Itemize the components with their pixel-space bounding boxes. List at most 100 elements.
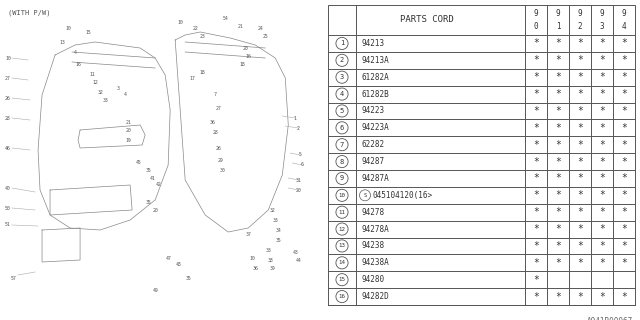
Text: 13: 13	[339, 244, 346, 248]
Text: 27: 27	[5, 76, 11, 81]
Text: 37: 37	[245, 233, 251, 237]
Text: 26: 26	[5, 95, 11, 100]
Text: 3: 3	[600, 22, 604, 31]
Text: 2: 2	[297, 125, 300, 131]
Text: 7: 7	[340, 142, 344, 148]
Text: *: *	[621, 207, 627, 217]
Text: *: *	[599, 140, 605, 150]
Text: 31: 31	[296, 178, 301, 182]
Text: 3: 3	[340, 74, 344, 80]
Text: 42: 42	[156, 182, 161, 188]
Text: *: *	[555, 173, 561, 183]
Text: 41: 41	[149, 175, 155, 180]
Text: 10: 10	[5, 55, 11, 60]
Text: 9: 9	[621, 10, 627, 19]
Text: *: *	[533, 241, 539, 251]
Text: *: *	[555, 241, 561, 251]
Text: 94223A: 94223A	[362, 123, 390, 132]
Text: 20: 20	[296, 188, 301, 193]
Text: *: *	[577, 38, 583, 48]
Text: *: *	[577, 173, 583, 183]
Text: 28: 28	[212, 130, 218, 134]
Text: 94282D: 94282D	[362, 292, 390, 301]
Text: 15: 15	[339, 277, 346, 282]
Text: *: *	[599, 106, 605, 116]
Text: 6: 6	[301, 163, 304, 167]
Text: *: *	[533, 173, 539, 183]
Text: *: *	[599, 156, 605, 167]
Text: 47: 47	[165, 255, 171, 260]
Text: *: *	[533, 89, 539, 99]
Text: 4: 4	[621, 22, 627, 31]
Text: *: *	[555, 106, 561, 116]
Text: *: *	[599, 207, 605, 217]
Text: *: *	[621, 89, 627, 99]
Text: 51: 51	[5, 222, 11, 228]
Text: 13: 13	[59, 39, 65, 44]
Text: 2: 2	[340, 57, 344, 63]
Text: *: *	[621, 241, 627, 251]
Text: *: *	[621, 258, 627, 268]
Text: *: *	[577, 241, 583, 251]
Text: PARTS CORD: PARTS CORD	[399, 15, 453, 25]
Text: *: *	[555, 292, 561, 301]
Text: 3: 3	[116, 85, 120, 91]
Text: 20: 20	[243, 45, 248, 51]
Text: 35: 35	[186, 276, 191, 281]
Text: *: *	[555, 140, 561, 150]
Text: 4: 4	[124, 92, 127, 98]
Text: 18: 18	[199, 69, 205, 75]
Text: *: *	[555, 207, 561, 217]
Bar	[328, 5, 635, 305]
Text: 94287A: 94287A	[362, 174, 390, 183]
Text: 11: 11	[339, 210, 346, 215]
Text: A941B00067: A941B00067	[587, 317, 633, 320]
Text: 35: 35	[145, 167, 151, 172]
Text: 16: 16	[339, 294, 346, 299]
Text: *: *	[555, 224, 561, 234]
Text: *: *	[533, 190, 539, 200]
Text: 27: 27	[215, 106, 221, 110]
Text: *: *	[621, 106, 627, 116]
Text: 21: 21	[237, 23, 243, 28]
Text: *: *	[599, 123, 605, 133]
Text: 43: 43	[292, 250, 298, 254]
Text: 21: 21	[125, 119, 131, 124]
Text: *: *	[621, 173, 627, 183]
Text: *: *	[577, 106, 583, 116]
Text: 62282: 62282	[362, 140, 385, 149]
Text: 39: 39	[269, 266, 275, 270]
Text: *: *	[599, 89, 605, 99]
Text: 24: 24	[257, 26, 263, 30]
Text: *: *	[555, 190, 561, 200]
Text: 4: 4	[74, 50, 77, 54]
Text: 94213: 94213	[362, 39, 385, 48]
Text: *: *	[555, 123, 561, 133]
Text: 1: 1	[294, 116, 297, 121]
Text: 94278: 94278	[362, 208, 385, 217]
Text: 46: 46	[5, 146, 11, 150]
Text: 16: 16	[245, 53, 251, 59]
Text: 19: 19	[125, 138, 131, 142]
Text: *: *	[577, 89, 583, 99]
Text: *: *	[533, 224, 539, 234]
Text: *: *	[599, 55, 605, 65]
Text: 20: 20	[152, 207, 158, 212]
Text: 44: 44	[296, 258, 301, 262]
Text: *: *	[621, 38, 627, 48]
Text: *: *	[621, 224, 627, 234]
Text: *: *	[533, 38, 539, 48]
Text: 28: 28	[5, 116, 11, 121]
Text: *: *	[577, 55, 583, 65]
Text: *: *	[621, 72, 627, 82]
Text: 5: 5	[299, 153, 301, 157]
Text: 61282A: 61282A	[362, 73, 390, 82]
Text: 10: 10	[250, 255, 255, 260]
Text: 35: 35	[145, 199, 151, 204]
Text: 33: 33	[102, 98, 108, 102]
Text: *: *	[577, 207, 583, 217]
Text: *: *	[577, 72, 583, 82]
Text: 9: 9	[340, 175, 344, 181]
Text: 57: 57	[11, 276, 17, 281]
Text: *: *	[621, 292, 627, 301]
